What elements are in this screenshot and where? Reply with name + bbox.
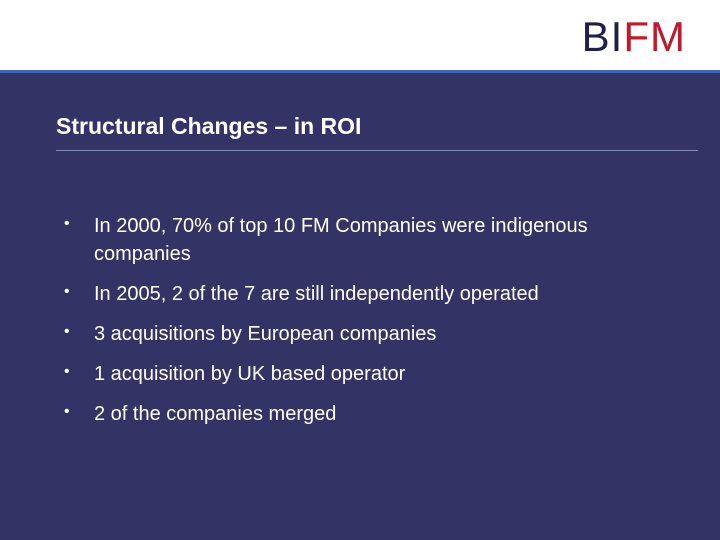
slide-header: BIFM [0,0,720,70]
bullet-icon: • [64,283,70,300]
bullet-icon: • [64,215,70,232]
logo-text-bi: BI [581,13,624,60]
bullet-list: • In 2000, 70% of top 10 FM Companies we… [64,212,684,440]
bullet-text: In 2005, 2 of the 7 are still independen… [94,283,539,305]
bullet-item: • 1 acquisition by UK based operator [64,360,684,388]
bullet-icon: • [64,323,70,340]
bifm-logo: BIFM [582,14,686,60]
logo-text-fm: FM [623,13,686,60]
header-divider [0,70,720,73]
title-underline [56,150,698,151]
bullet-text: In 2000, 70% of top 10 FM Companies were… [94,215,588,265]
bullet-text: 1 acquisition by UK based operator [94,363,406,385]
bullet-item: • 3 acquisitions by European companies [64,320,684,348]
bullet-text: 3 acquisitions by European companies [94,323,437,345]
bullet-icon: • [64,403,70,420]
bullet-icon: • [64,363,70,380]
bullet-item: • In 2005, 2 of the 7 are still independ… [64,280,684,308]
bullet-text: 2 of the companies merged [94,403,337,425]
slide-title: Structural Changes – in ROI [56,113,362,139]
bullet-item: • In 2000, 70% of top 10 FM Companies we… [64,212,684,268]
bullet-item: • 2 of the companies merged [64,400,684,428]
